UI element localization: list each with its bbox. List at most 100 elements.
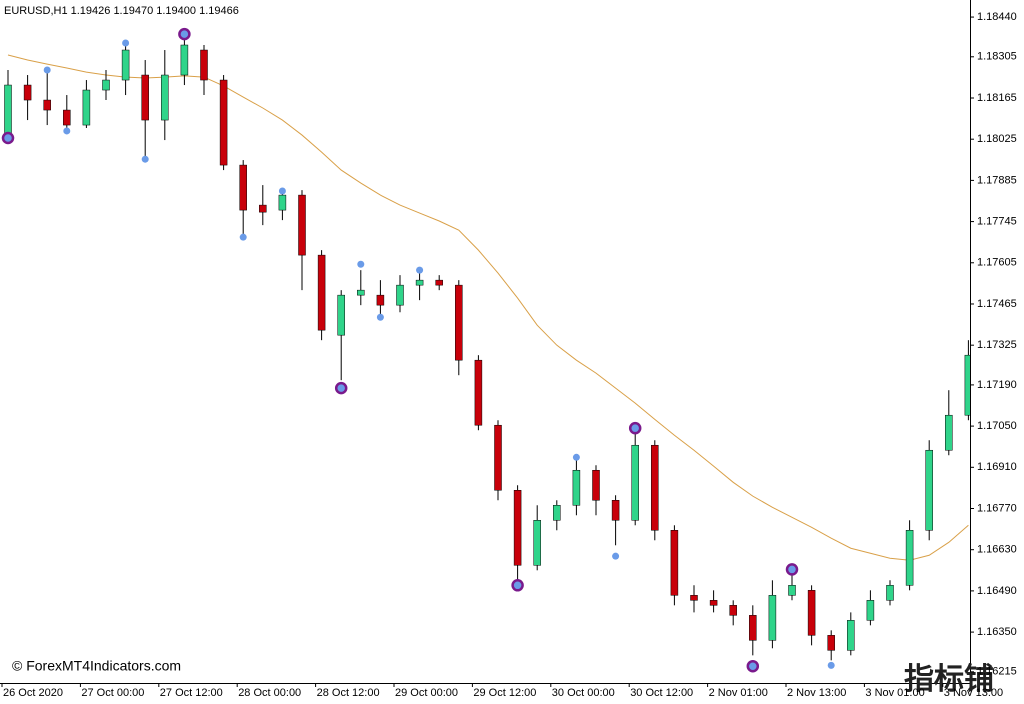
signal-dot bbox=[511, 579, 524, 592]
fractal-dot bbox=[63, 127, 71, 135]
x-tick-label: 28 Oct 12:00 bbox=[317, 687, 380, 699]
candle-body bbox=[670, 530, 679, 596]
x-tick-label: 29 Oct 00:00 bbox=[395, 687, 458, 699]
candle-body bbox=[592, 469, 600, 501]
y-tick-label: 1.16770 bbox=[977, 502, 1017, 514]
signal-dot bbox=[746, 659, 760, 673]
candle-body bbox=[141, 74, 149, 121]
candle-body bbox=[200, 49, 208, 81]
candle-body bbox=[161, 74, 169, 121]
watermark: © ForexMT4Indicators.com bbox=[12, 658, 181, 674]
plot-area bbox=[1, 27, 970, 673]
candle-body bbox=[631, 444, 639, 521]
candle-body bbox=[278, 194, 287, 211]
candle-body bbox=[337, 294, 345, 336]
candle-body bbox=[788, 585, 796, 596]
candle-body bbox=[651, 444, 659, 531]
candle-body bbox=[82, 89, 91, 126]
x-tick-label: 27 Oct 00:00 bbox=[81, 687, 144, 699]
x-tick-label: 2 Nov 13:00 bbox=[787, 687, 846, 699]
candle-body bbox=[23, 84, 32, 101]
x-tick-label: 2 Nov 01:00 bbox=[709, 687, 768, 699]
fractal-dot bbox=[376, 313, 384, 321]
candle-body bbox=[396, 284, 404, 306]
candle-body bbox=[317, 254, 326, 331]
candle-body bbox=[239, 164, 247, 211]
y-tick-label: 1.16910 bbox=[977, 461, 1017, 473]
fractal-dot bbox=[43, 66, 51, 74]
candle-body bbox=[494, 424, 502, 491]
fractal-dot bbox=[122, 39, 130, 47]
candle-body bbox=[925, 449, 933, 531]
candle-body bbox=[435, 279, 443, 286]
candle-body bbox=[357, 289, 365, 296]
fractal-dot bbox=[357, 260, 365, 268]
x-tick-label: 3 Nov 01:00 bbox=[865, 687, 924, 699]
candle-body bbox=[43, 99, 51, 111]
y-tick-label: 1.16215 bbox=[977, 666, 1017, 678]
candle-body bbox=[749, 615, 757, 641]
x-tick-label: 26 Oct 2020 bbox=[3, 687, 63, 699]
signal-dot bbox=[628, 421, 642, 435]
x-tick-label: 30 Oct 12:00 bbox=[630, 687, 693, 699]
y-tick-label: 1.17745 bbox=[977, 215, 1017, 227]
signal-dot bbox=[785, 563, 799, 576]
y-tick-label: 1.16630 bbox=[977, 544, 1017, 556]
candle-body bbox=[905, 530, 914, 586]
signal-dot bbox=[178, 27, 191, 41]
candle-body bbox=[455, 284, 463, 361]
y-tick-label: 1.17190 bbox=[977, 379, 1017, 391]
y-tick-label: 1.17885 bbox=[977, 174, 1017, 186]
signal-dot bbox=[1, 131, 15, 145]
y-tick-label: 1.18165 bbox=[977, 92, 1017, 104]
candle-body bbox=[474, 359, 483, 426]
signal-dot bbox=[334, 381, 348, 395]
fractal-dot bbox=[141, 155, 149, 163]
candle-body bbox=[376, 294, 385, 306]
candle-body bbox=[63, 109, 71, 126]
logo: 指标铺 bbox=[904, 663, 994, 696]
y-tick-label: 1.18305 bbox=[977, 51, 1017, 63]
y-tick-label: 1.18440 bbox=[977, 11, 1017, 23]
y-tick-label: 1.17325 bbox=[977, 339, 1017, 351]
x-tick-label: 30 Oct 00:00 bbox=[552, 687, 615, 699]
candle-body bbox=[807, 590, 816, 636]
candle-body bbox=[553, 505, 561, 521]
candle-body bbox=[866, 600, 875, 621]
candle-body bbox=[513, 490, 522, 566]
fractal-dot bbox=[827, 661, 835, 669]
candle-body bbox=[219, 79, 228, 166]
candle-body bbox=[729, 605, 737, 616]
candle-body bbox=[945, 414, 953, 451]
fractal-dot bbox=[278, 187, 286, 195]
candle-body bbox=[298, 194, 306, 256]
x-tick-label: 3 Nov 13:00 bbox=[944, 687, 1003, 699]
candle-body bbox=[886, 585, 894, 601]
candle-body bbox=[847, 620, 855, 651]
candle-body bbox=[102, 79, 110, 91]
x-tick-label: 29 Oct 12:00 bbox=[473, 687, 536, 699]
candle-body bbox=[690, 595, 698, 601]
candle-body bbox=[768, 595, 777, 641]
y-tick-label: 1.18025 bbox=[977, 133, 1017, 145]
fractal-dot bbox=[612, 552, 620, 560]
fractal-dot bbox=[416, 266, 424, 274]
y-tick-label: 1.16350 bbox=[977, 626, 1017, 638]
y-tick-label: 1.17050 bbox=[977, 420, 1017, 432]
candle-body bbox=[964, 354, 970, 416]
x-tick-label: 27 Oct 12:00 bbox=[160, 687, 223, 699]
candle-body bbox=[572, 469, 581, 506]
candle-body bbox=[415, 279, 424, 286]
candle-body bbox=[180, 44, 189, 76]
candle-body bbox=[259, 204, 267, 213]
candle-body bbox=[827, 635, 835, 651]
candle-body bbox=[709, 600, 718, 606]
y-tick-label: 1.17465 bbox=[977, 298, 1017, 310]
fractal-dot bbox=[239, 233, 247, 241]
candle-body bbox=[533, 520, 541, 566]
y-tick-label: 1.17605 bbox=[977, 257, 1017, 269]
x-tick-label: 28 Oct 00:00 bbox=[238, 687, 301, 699]
candle-body bbox=[4, 84, 12, 136]
candle-body bbox=[611, 500, 620, 521]
